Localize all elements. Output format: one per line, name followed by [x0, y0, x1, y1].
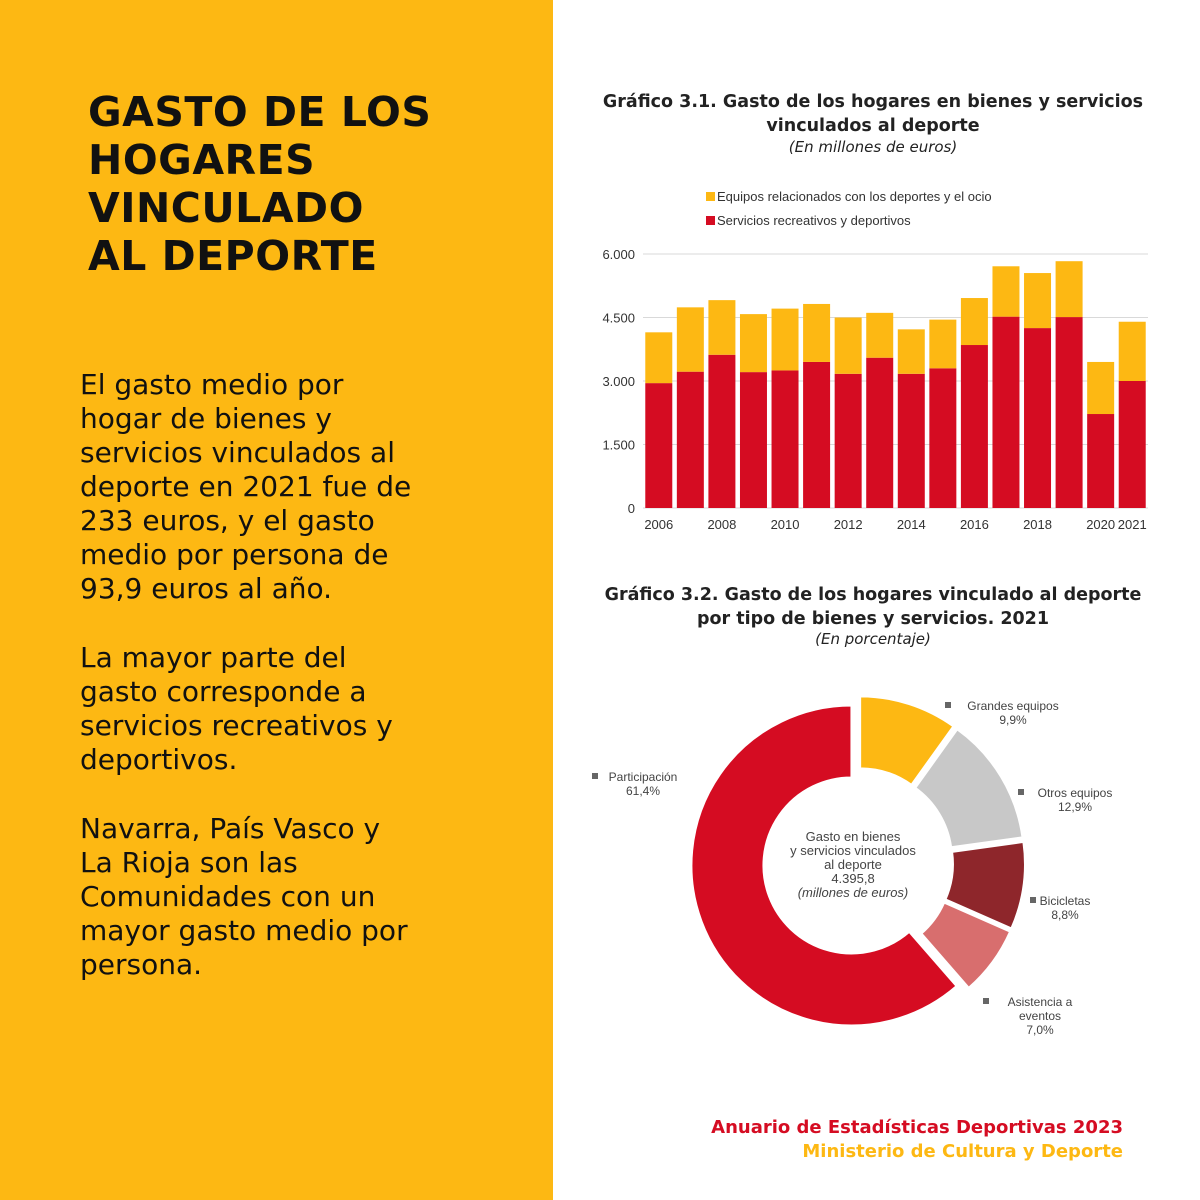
legend-swatch [706, 192, 715, 201]
bar-servicios [960, 345, 988, 508]
center-label-unit: (millones de euros) [798, 885, 909, 900]
center-label-line: Gasto en bienes [806, 829, 901, 844]
slice-label: Grandes equipos 9,9% [967, 699, 1058, 727]
headline: GASTO DE LOS HOGARES VINCULADO AL DEPORT… [88, 88, 432, 280]
bar-servicios [645, 383, 673, 508]
legend-label: Equipos relacionados con los deportes y … [717, 189, 992, 204]
slice-label-line: 61,4% [626, 784, 660, 798]
bar-equipos [834, 317, 862, 374]
bar-equipos [708, 300, 736, 355]
x-tick-label: 2020 [1086, 517, 1115, 532]
text-panel: GASTO DE LOS HOGARES VINCULADO AL DEPORT… [0, 0, 553, 1200]
y-tick-label: 0 [628, 501, 635, 516]
paragraph-average-spending: El gasto medio por hogar de bienes y ser… [80, 368, 412, 605]
donut-slice [913, 727, 1024, 849]
legend-label: Servicios recreativos y deportivos [717, 213, 911, 228]
x-tick-label: 2006 [644, 517, 673, 532]
donut-chart: Grandes equipos 9,9% Otros equipos 12,9% Bic… [592, 695, 1113, 1037]
slice-label-line: Participación [609, 770, 678, 784]
slice-label: Otros equipos 12,9% [1038, 786, 1113, 814]
bar-equipos [992, 266, 1020, 317]
bar-equipos [739, 314, 767, 373]
charts-panel: Gráfico 3.1. Gasto de los hogares en bie… [553, 0, 1200, 1200]
slice-label-line: Otros equipos [1038, 786, 1113, 800]
slice-label: Bicicletas 8,8% [1040, 894, 1091, 922]
bar-chart-title: Gráfico 3.1. Gasto de los hogares en bie… [602, 92, 1144, 136]
x-tick-label: 2008 [707, 517, 736, 532]
slice-label: Participación 61,4% [609, 770, 678, 798]
bar-servicios [834, 373, 862, 508]
bar-chart-subtitle: (En millones de euros) [788, 138, 958, 156]
slice-label-marker [945, 702, 951, 708]
bar-servicios [708, 354, 736, 508]
center-label-line: 4.395,8 [831, 871, 874, 886]
donut-chart-subtitle: (En porcentaje) [815, 630, 931, 648]
x-tick-label: 2018 [1023, 517, 1052, 532]
bar-equipos [1055, 261, 1083, 318]
slice-label-marker [1018, 789, 1024, 795]
bar-equipos [929, 319, 957, 369]
bar-equipos [803, 303, 831, 362]
bar-servicios [1118, 381, 1146, 508]
center-label-line: y servicios vinculados [790, 843, 916, 858]
slice-label-line: 7,0% [1026, 1023, 1054, 1037]
y-tick-label: 6.000 [602, 247, 635, 262]
slice-label-line: Bicicletas [1040, 894, 1091, 908]
slice-label-marker [592, 773, 598, 779]
bar-equipos [897, 329, 925, 374]
slice-label: Asistencia a eventos 7,0% [1008, 995, 1073, 1037]
paragraph-main-share: La mayor parte del gasto corresponde a s… [80, 641, 393, 776]
bar-servicios [676, 371, 704, 508]
y-tick-label: 3.000 [602, 374, 635, 389]
slice-label-line: 9,9% [999, 713, 1027, 727]
bar-equipos [1118, 321, 1146, 381]
bar-servicios [992, 316, 1020, 508]
bar-equipos [960, 298, 988, 346]
bar-servicios [1024, 328, 1052, 508]
bar-equipos [771, 308, 799, 371]
footer-source-ministry: Ministerio de Cultura y Deporte [802, 1141, 1123, 1162]
bar-equipos [1087, 361, 1115, 415]
x-tick-label: 2010 [771, 517, 800, 532]
donut-slice [859, 695, 955, 787]
x-tick-label: 2016 [960, 517, 989, 532]
bar-servicios [1055, 317, 1083, 508]
bar-equipos [866, 312, 894, 358]
bar-servicios [929, 368, 957, 508]
y-tick-label: 1.500 [602, 438, 635, 453]
x-tick-label: 2021 [1118, 517, 1147, 532]
donut-slice [690, 704, 958, 1027]
slice-label-marker [1030, 897, 1036, 903]
legend-swatch [706, 216, 715, 225]
y-tick-label: 4.500 [602, 311, 635, 326]
x-tick-label: 2012 [834, 517, 863, 532]
bar-equipos [1024, 273, 1052, 329]
x-tick-label: 2014 [897, 517, 926, 532]
donut-chart-title: Gráfico 3.2. Gasto de los hogares vincul… [604, 585, 1142, 629]
donut-center-label: Gasto en bienes y servicios vinculados al … [790, 829, 916, 900]
bar-equipos [645, 332, 673, 384]
slice-label-line: 12,9% [1058, 800, 1092, 814]
slice-label-marker [983, 998, 989, 1004]
bar-servicios [739, 372, 767, 508]
slice-label-line: Asistencia a [1008, 995, 1073, 1009]
bar-servicios [1087, 414, 1115, 508]
center-label-line: al deporte [824, 857, 882, 872]
footer-source-title: Anuario de Estadísticas Deportivas 2023 [711, 1117, 1123, 1138]
bar-equipos [676, 307, 704, 372]
donut-slice [920, 901, 1012, 990]
bar-servicios [897, 373, 925, 508]
slice-label-line: 8,8% [1051, 908, 1079, 922]
paragraph-regions: Navarra, País Vasco y La Rioja son las C… [80, 812, 408, 981]
slice-label-line: eventos [1019, 1009, 1061, 1023]
slice-label-line: Grandes equipos [967, 699, 1058, 713]
bar-servicios [866, 357, 894, 508]
bar-chart: Equipos relacionados con los deportes y … [602, 189, 1148, 532]
donut-slice [944, 840, 1026, 930]
bar-servicios [771, 370, 799, 508]
bar-servicios [803, 361, 831, 508]
